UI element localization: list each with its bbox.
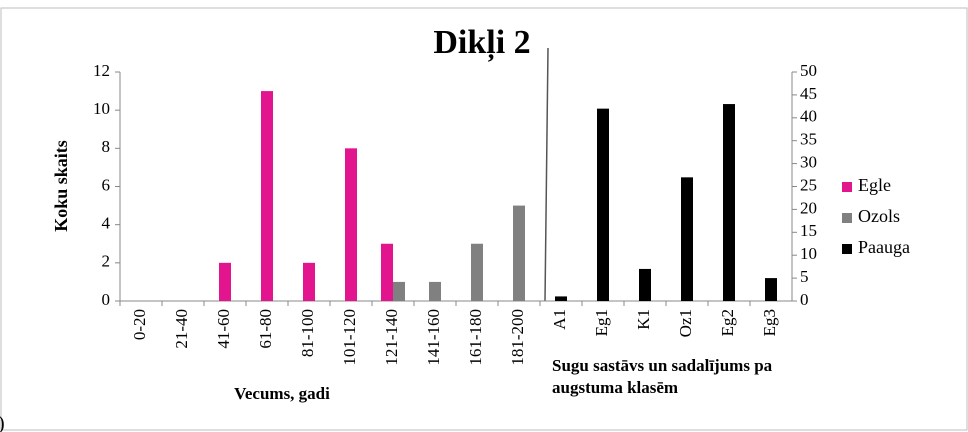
y2-tick-label: 25 bbox=[800, 175, 817, 194]
x2-axis-label: augstuma klasēm bbox=[552, 378, 678, 397]
legend-swatch bbox=[842, 244, 852, 254]
x-tick-label: 101-120 bbox=[340, 309, 359, 366]
bar bbox=[303, 262, 315, 301]
y2-tick-label: 5 bbox=[800, 267, 809, 286]
bar bbox=[723, 104, 735, 301]
legend-label: Egle bbox=[858, 175, 891, 195]
x-tick-label: 181-200 bbox=[508, 309, 527, 366]
x-tick-label: K1 bbox=[634, 309, 653, 330]
x-tick-label: Oz1 bbox=[676, 309, 695, 337]
x-tick-label: 61-80 bbox=[256, 309, 275, 349]
x-tick-label: 141-160 bbox=[424, 309, 443, 366]
chart-title: Dikļi 2 bbox=[433, 24, 530, 62]
divider bbox=[544, 47, 549, 302]
bar bbox=[381, 243, 393, 301]
x-tick-label: Eg3 bbox=[760, 309, 779, 336]
legend-swatch bbox=[842, 182, 852, 192]
y2-tick-label: 40 bbox=[800, 107, 817, 126]
x-tick-label: Eg1 bbox=[592, 309, 611, 336]
x-tick-label: 161-180 bbox=[466, 309, 485, 366]
x-tick-label: A1 bbox=[550, 309, 569, 330]
y-tick-label: 12 bbox=[93, 61, 110, 80]
y-axis-label: Koku skaits bbox=[51, 140, 71, 232]
y2-tick-label: 45 bbox=[800, 84, 817, 103]
y-tick-label: 2 bbox=[102, 252, 111, 271]
bar bbox=[597, 108, 609, 301]
bar bbox=[513, 205, 525, 301]
y-tick-label: 4 bbox=[102, 214, 111, 233]
x-tick-label: 121-140 bbox=[382, 309, 401, 366]
legend-label: Paauga bbox=[858, 237, 910, 257]
bar bbox=[681, 177, 693, 301]
x-tick-label: Eg2 bbox=[718, 309, 737, 336]
annotation: ) bbox=[0, 413, 5, 432]
x-tick-label: 41-60 bbox=[214, 309, 233, 349]
bar bbox=[261, 91, 273, 301]
x2-axis-label: Sugu sastāvs un sadalījums pa bbox=[552, 356, 773, 375]
legend-label: Ozols bbox=[858, 206, 900, 226]
y2-tick-label: 0 bbox=[800, 290, 809, 309]
y2-tick-label: 50 bbox=[800, 61, 817, 80]
legend-swatch bbox=[842, 213, 852, 223]
chart-border bbox=[0, 7, 968, 431]
y-tick-label: 8 bbox=[102, 137, 111, 156]
bar bbox=[639, 268, 651, 301]
x-axis-label: Vecums, gadi bbox=[234, 384, 330, 403]
bar bbox=[471, 243, 483, 301]
y2-tick-label: 35 bbox=[800, 130, 817, 149]
y-tick-label: 10 bbox=[93, 99, 110, 118]
bar bbox=[555, 296, 567, 301]
x-tick-label: 21-40 bbox=[172, 309, 191, 349]
y2-tick-label: 30 bbox=[800, 153, 817, 172]
y2-tick-label: 15 bbox=[800, 221, 817, 240]
y2-tick-label: 10 bbox=[800, 244, 817, 263]
y-tick-label: 0 bbox=[102, 290, 111, 309]
bar bbox=[345, 148, 357, 301]
bar bbox=[393, 281, 405, 301]
bar bbox=[765, 278, 777, 301]
x-tick-label: 0-20 bbox=[130, 309, 149, 340]
y-tick-label: 6 bbox=[102, 175, 111, 194]
y2-tick-label: 20 bbox=[800, 198, 817, 217]
bar bbox=[219, 262, 231, 301]
x-tick-label: 81-100 bbox=[298, 309, 317, 357]
bar bbox=[429, 281, 441, 301]
